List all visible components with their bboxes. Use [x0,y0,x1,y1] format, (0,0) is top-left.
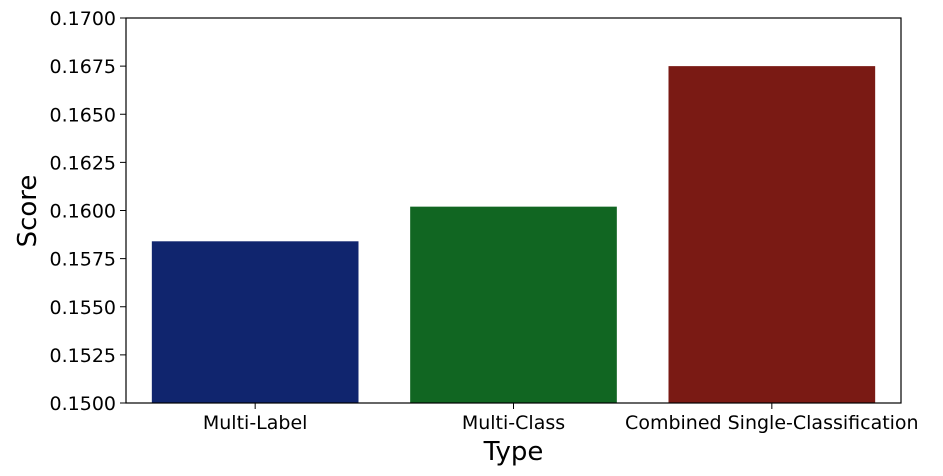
y-tick-label: 0.1550 [50,297,116,319]
y-tick-label: 0.1675 [50,56,116,78]
bars-group [151,66,876,403]
x-tick-label: Combined Single-Classification [625,412,919,434]
bar-multi-class [410,206,617,403]
y-tick-label: 0.1650 [50,104,116,126]
y-tick-label: 0.1600 [50,201,116,223]
x-axis: Multi-Label Multi-Class Combined Single-Cl… [203,403,919,434]
y-tick-label: 0.1525 [50,345,116,367]
bar-multi-label [151,241,359,403]
plot-frame [125,17,902,404]
y-axis-title: Score [13,175,43,248]
y-tick-label: 0.1700 [50,8,116,30]
x-axis-title: Type [483,437,544,467]
x-tick-label: Multi-Class [462,412,565,434]
bar-combined-single-classification [668,66,876,403]
y-tick-label: 0.1500 [50,393,116,415]
y-tick-label: 0.1625 [50,152,116,174]
y-tick-label: 0.1575 [50,249,116,271]
y-axis: 0.1500 0.1525 0.1550 0.1575 0.1600 0.1625 0.16… [50,8,126,415]
x-tick-label: Multi-Label [203,412,308,434]
